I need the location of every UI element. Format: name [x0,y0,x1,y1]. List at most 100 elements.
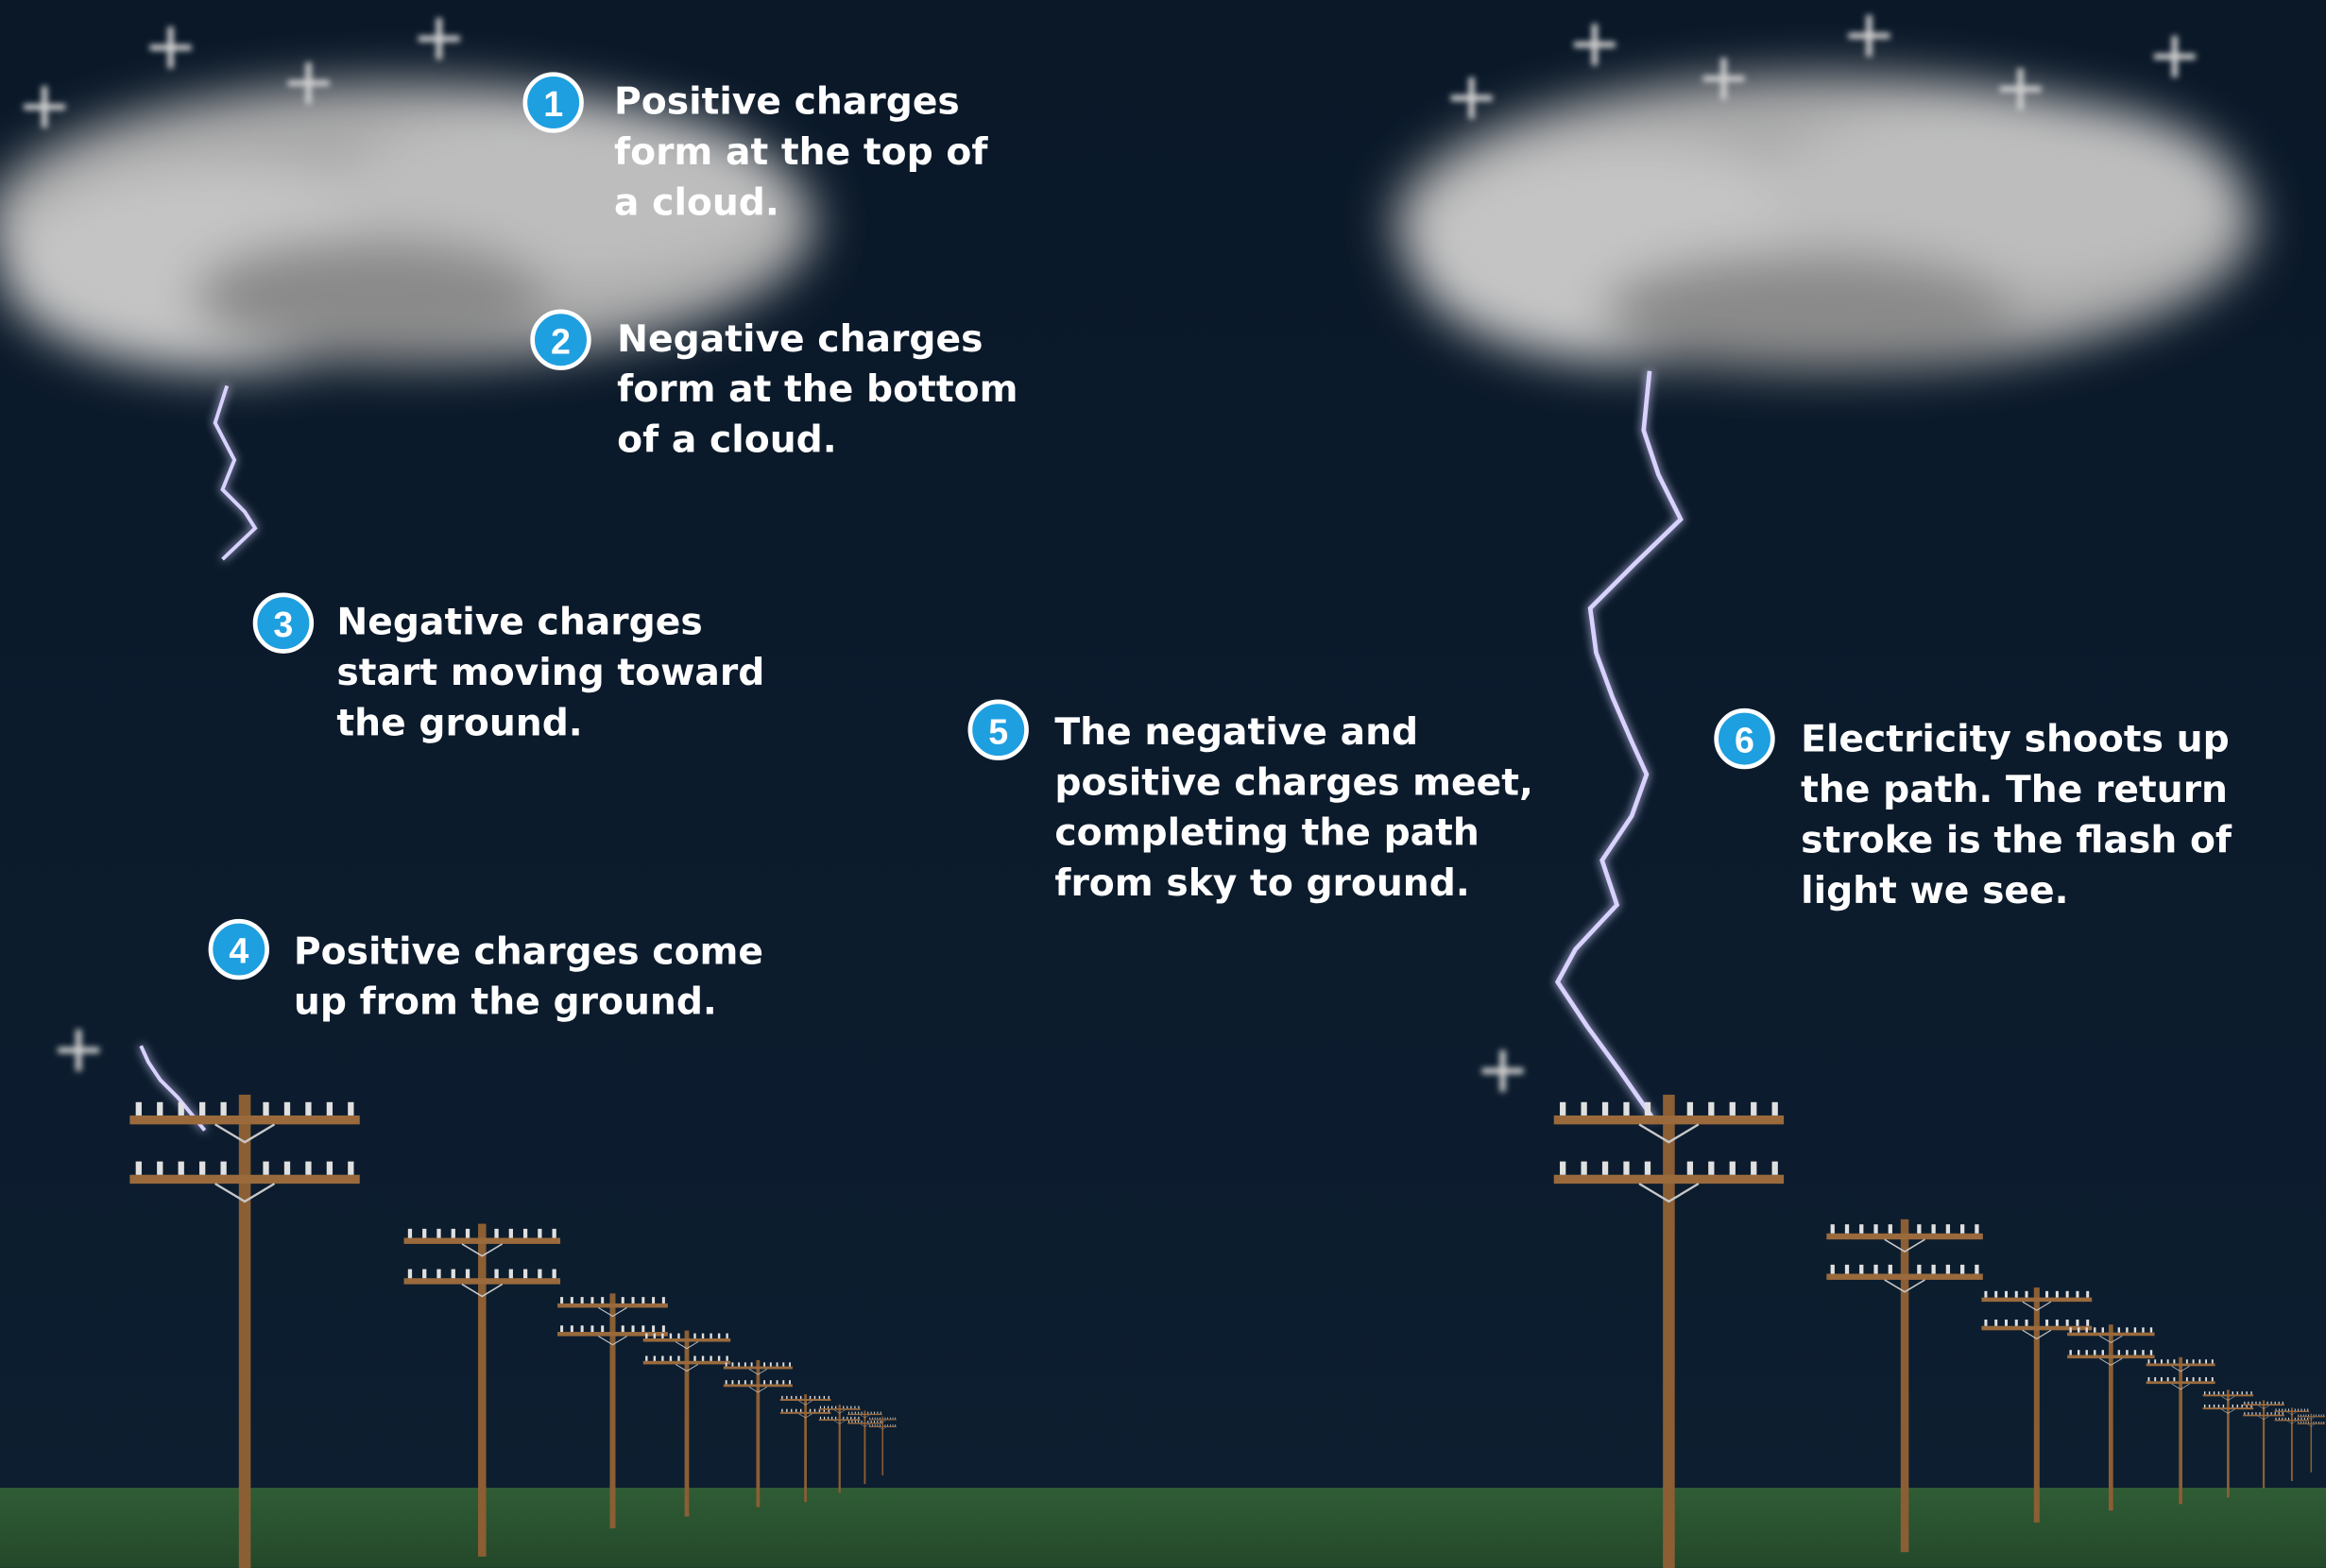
step-text: Positive charges [614,81,960,124]
insulator [2056,1320,2059,1326]
insulator [2198,1377,2200,1381]
insulator [2276,1408,2277,1410]
insulator [2154,1377,2156,1381]
insulator [436,1229,440,1238]
insulator [2246,1391,2247,1394]
insulator [2193,1377,2195,1381]
insulator [2161,1359,2163,1363]
pole-post [2311,1414,2313,1473]
insulator [2150,1327,2152,1332]
crossarm [643,1338,730,1342]
insulator [875,1418,876,1420]
insulator [824,1396,825,1399]
step-text: Positive charges come [294,930,763,973]
pole-post [881,1417,883,1475]
insulator [782,1362,784,1366]
insulator [2045,1291,2048,1298]
insulator [869,1418,870,1420]
step-text: the ground. [336,702,582,744]
insulator [327,1102,333,1116]
crossarm [557,1304,668,1308]
insulator [2154,1359,2156,1363]
insulator [731,1362,733,1366]
insulator [2026,1320,2028,1326]
insulator [2204,1391,2205,1394]
insulator [2186,1377,2188,1381]
crossarm [724,1367,793,1370]
insulator [751,1380,753,1384]
insulator [1687,1162,1693,1175]
insulator [710,1355,711,1360]
insulator [770,1380,772,1384]
insulator [2303,1414,2304,1416]
insulator [2005,1320,2008,1326]
insulator [2285,1418,2286,1420]
insulator [2275,1412,2276,1415]
lightning-diagram: 1Positive chargesform at the top ofa clo… [0,0,2326,1568]
insulator [2298,1414,2299,1416]
crossarm [643,1361,730,1365]
insulator [2076,1291,2078,1298]
insulator [1845,1265,1849,1274]
insulator [2321,1414,2322,1416]
insulator [2076,1320,2078,1326]
step-text: The negative and [1054,711,1418,754]
pole-post [864,1410,865,1484]
insulator [560,1297,563,1304]
insulator [848,1421,849,1423]
step-text: form at the top of [614,131,988,174]
insulator [157,1102,162,1116]
insulator [2255,1402,2256,1405]
insulator [893,1424,894,1426]
insulator [2276,1418,2277,1420]
insulator [2316,1422,2317,1423]
insulator [2212,1359,2214,1363]
insulator [590,1297,593,1304]
crossarm [1826,1273,1982,1279]
insulator [305,1102,311,1116]
insulator [814,1396,815,1399]
crossarm [847,1414,882,1415]
insulator [877,1418,878,1420]
insulator [571,1297,573,1304]
crossarm [2275,1411,2310,1412]
crossarm [129,1175,359,1184]
insulator [622,1325,624,1332]
insulator [2214,1405,2215,1407]
insulator [820,1417,821,1420]
insulator [693,1334,695,1338]
insulator [2066,1320,2069,1326]
insulator [885,1424,886,1426]
insulator [538,1270,541,1279]
insulator [2314,1414,2315,1416]
insulator [2300,1422,2301,1423]
insulator [2288,1408,2289,1410]
insulator [763,1380,765,1384]
insulator [2282,1418,2283,1420]
insulator [2148,1377,2150,1381]
insulator [263,1102,268,1116]
insulator [2298,1418,2299,1420]
insulator [2214,1391,2215,1394]
insulator [327,1162,333,1175]
insulator [1730,1162,1736,1175]
insulator [831,1417,832,1420]
insulator [2279,1412,2280,1415]
insulator [2205,1377,2207,1381]
insulator [2255,1412,2256,1415]
insulator [1645,1102,1650,1116]
insulator [670,1334,672,1338]
insulator [2069,1327,2071,1332]
insulator [810,1409,811,1412]
insulator [199,1102,205,1116]
insulator [2303,1422,2304,1423]
insulator [2323,1414,2324,1416]
insulator [2015,1320,2018,1326]
insulator [877,1412,878,1414]
insulator [1889,1224,1892,1234]
step-text: of a cloud. [617,419,837,462]
insulator [2094,1327,2095,1332]
insulator [2078,1327,2079,1332]
insulator [622,1297,624,1304]
insulator [726,1380,727,1384]
